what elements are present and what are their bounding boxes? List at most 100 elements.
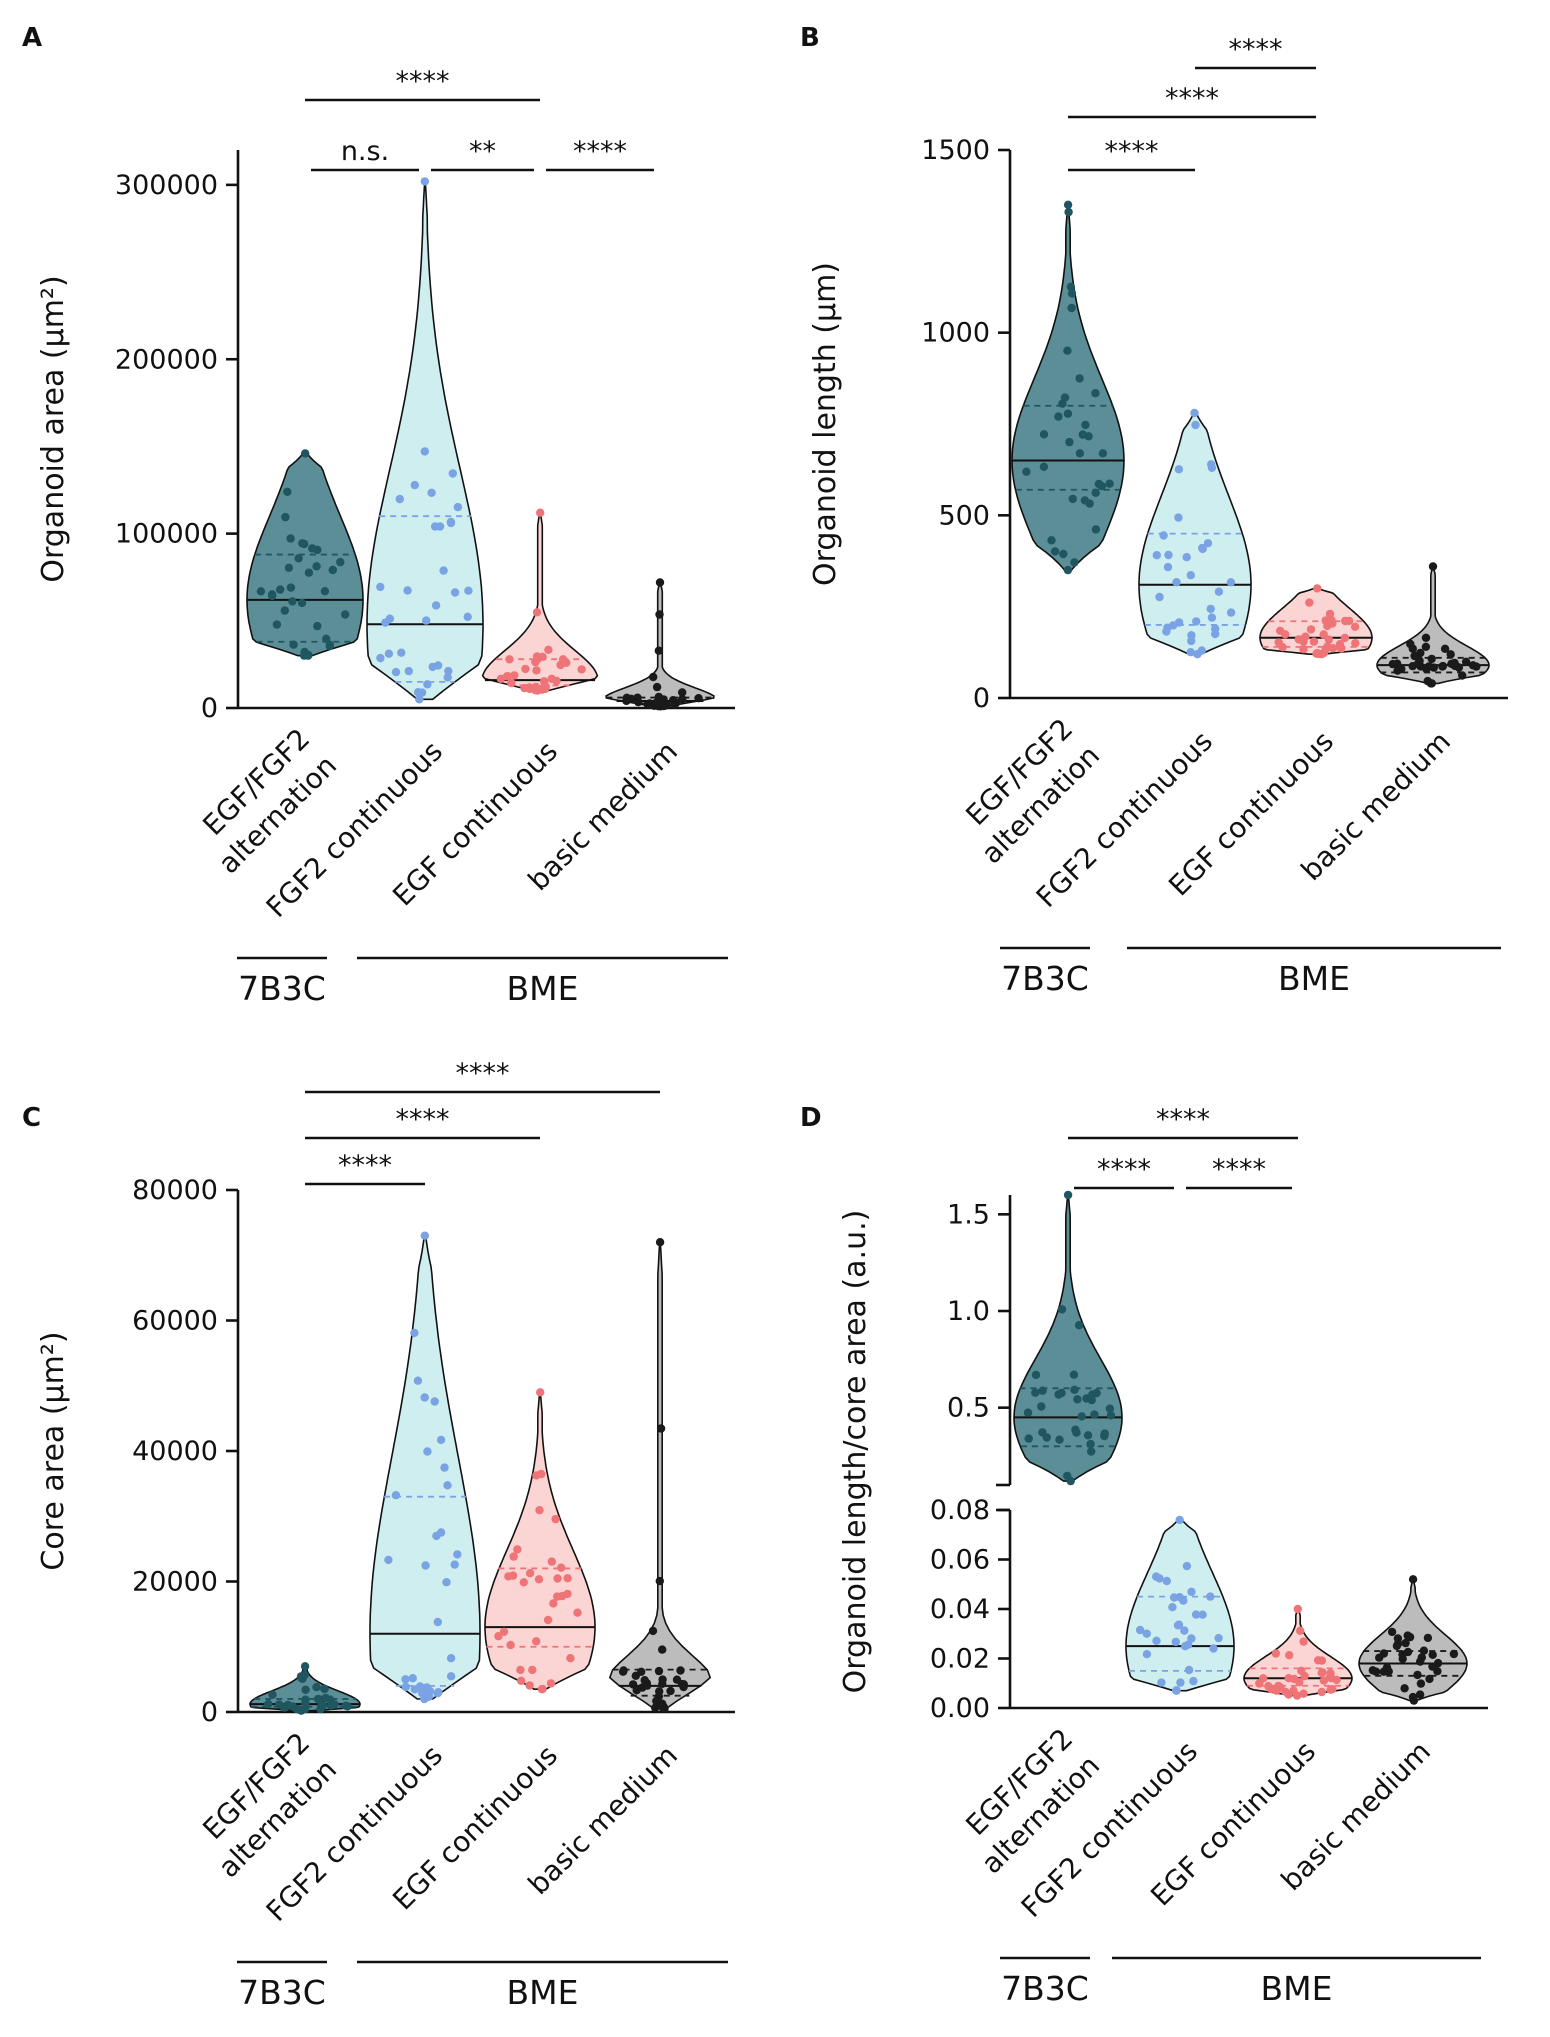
data-point bbox=[423, 680, 432, 689]
y-tick-label: 0.08 bbox=[930, 1495, 990, 1526]
data-point bbox=[532, 608, 542, 617]
data-point bbox=[505, 655, 514, 664]
data-point bbox=[300, 1704, 310, 1714]
data-point bbox=[655, 610, 664, 619]
y-tick-label: 0.04 bbox=[930, 1594, 990, 1625]
data-point bbox=[528, 1665, 537, 1675]
group-label: BME bbox=[1278, 959, 1350, 998]
data-point bbox=[376, 653, 385, 663]
data-point bbox=[1152, 551, 1162, 560]
data-point bbox=[1162, 627, 1171, 636]
data-point bbox=[1169, 1593, 1179, 1602]
data-point bbox=[1337, 644, 1346, 653]
data-point bbox=[403, 586, 412, 595]
data-point bbox=[637, 1667, 646, 1677]
data-point bbox=[632, 1686, 641, 1695]
data-point bbox=[534, 1575, 544, 1584]
y-tick-label: 300000 bbox=[115, 170, 218, 201]
data-point bbox=[1328, 644, 1338, 653]
data-point bbox=[1039, 462, 1049, 471]
group-label: 7B3C bbox=[1001, 1969, 1089, 2008]
data-point bbox=[1400, 1684, 1409, 1693]
data-point bbox=[1421, 642, 1431, 651]
data-point bbox=[420, 1231, 429, 1240]
data-point bbox=[1259, 1674, 1268, 1683]
violin-fgf2-continuous bbox=[1125, 1515, 1235, 1695]
data-point bbox=[1182, 553, 1191, 562]
violin-egf-fgf2-alternation bbox=[1011, 200, 1125, 575]
data-point bbox=[1428, 1650, 1437, 1660]
data-point bbox=[1182, 1561, 1192, 1571]
violin-body bbox=[484, 1391, 596, 1690]
data-point bbox=[573, 1608, 582, 1617]
data-point bbox=[1186, 571, 1196, 580]
data-point bbox=[1299, 1637, 1308, 1646]
data-point bbox=[1031, 1370, 1041, 1380]
data-point bbox=[532, 1637, 541, 1646]
data-point bbox=[655, 578, 665, 587]
data-point bbox=[421, 1561, 430, 1570]
data-point bbox=[428, 662, 437, 672]
data-point bbox=[1300, 1671, 1309, 1681]
data-point bbox=[256, 587, 266, 596]
data-point bbox=[1064, 207, 1073, 217]
data-point bbox=[274, 1700, 284, 1709]
data-point bbox=[1057, 1305, 1067, 1314]
significance-label: n.s. bbox=[341, 136, 389, 167]
data-point bbox=[1313, 584, 1322, 593]
y-tick-label: 0 bbox=[201, 1697, 218, 1728]
data-point bbox=[1375, 1653, 1384, 1662]
data-point bbox=[1325, 609, 1335, 619]
data-point bbox=[1038, 1386, 1047, 1395]
data-point bbox=[543, 1615, 553, 1625]
data-point bbox=[1037, 1402, 1046, 1411]
data-point bbox=[1180, 1626, 1189, 1635]
data-point bbox=[341, 610, 350, 619]
data-point bbox=[1421, 633, 1431, 642]
data-point bbox=[1187, 631, 1196, 640]
data-point bbox=[1207, 613, 1217, 622]
data-point bbox=[651, 1703, 660, 1713]
data-point bbox=[655, 1576, 664, 1586]
chart-panel-d: 0.5 1.0 1.5 0.00 0.02 0.04 0.06 0.08 Organoid le… bbox=[838, 1104, 1488, 2008]
y-tick-label: 40000 bbox=[132, 1436, 218, 1467]
data-point bbox=[507, 678, 516, 688]
data-point bbox=[312, 562, 321, 571]
data-point bbox=[666, 1686, 675, 1696]
data-point bbox=[1069, 1370, 1079, 1379]
data-point bbox=[521, 664, 530, 674]
data-point bbox=[546, 1679, 556, 1688]
violin-basic-medium bbox=[608, 1238, 712, 1713]
data-point bbox=[1159, 531, 1168, 540]
data-point bbox=[430, 1397, 439, 1406]
data-point bbox=[1191, 1610, 1201, 1619]
data-point bbox=[1090, 1410, 1099, 1419]
significance-label: **** bbox=[1156, 1104, 1210, 1135]
data-point bbox=[1085, 499, 1094, 508]
data-point bbox=[304, 650, 313, 660]
data-point bbox=[1344, 616, 1354, 626]
data-point bbox=[420, 447, 429, 456]
data-point bbox=[1271, 1649, 1281, 1658]
data-point bbox=[444, 666, 453, 676]
data-point bbox=[544, 645, 553, 654]
data-point bbox=[1174, 618, 1184, 627]
data-point bbox=[381, 618, 390, 627]
data-point bbox=[1416, 662, 1425, 671]
data-point bbox=[1290, 1674, 1299, 1684]
data-point bbox=[297, 598, 307, 608]
panel-letter-a: A bbox=[22, 23, 42, 53]
data-point bbox=[1351, 639, 1360, 648]
data-point bbox=[1438, 661, 1448, 671]
data-point bbox=[435, 522, 445, 531]
data-point bbox=[678, 695, 687, 704]
data-point bbox=[1206, 1592, 1215, 1601]
data-point bbox=[1410, 651, 1419, 661]
data-point bbox=[1272, 1686, 1281, 1695]
data-point bbox=[408, 1674, 417, 1683]
data-point bbox=[1174, 513, 1183, 522]
violin-egf-continuous bbox=[1243, 1604, 1353, 1700]
data-point bbox=[317, 1701, 326, 1710]
